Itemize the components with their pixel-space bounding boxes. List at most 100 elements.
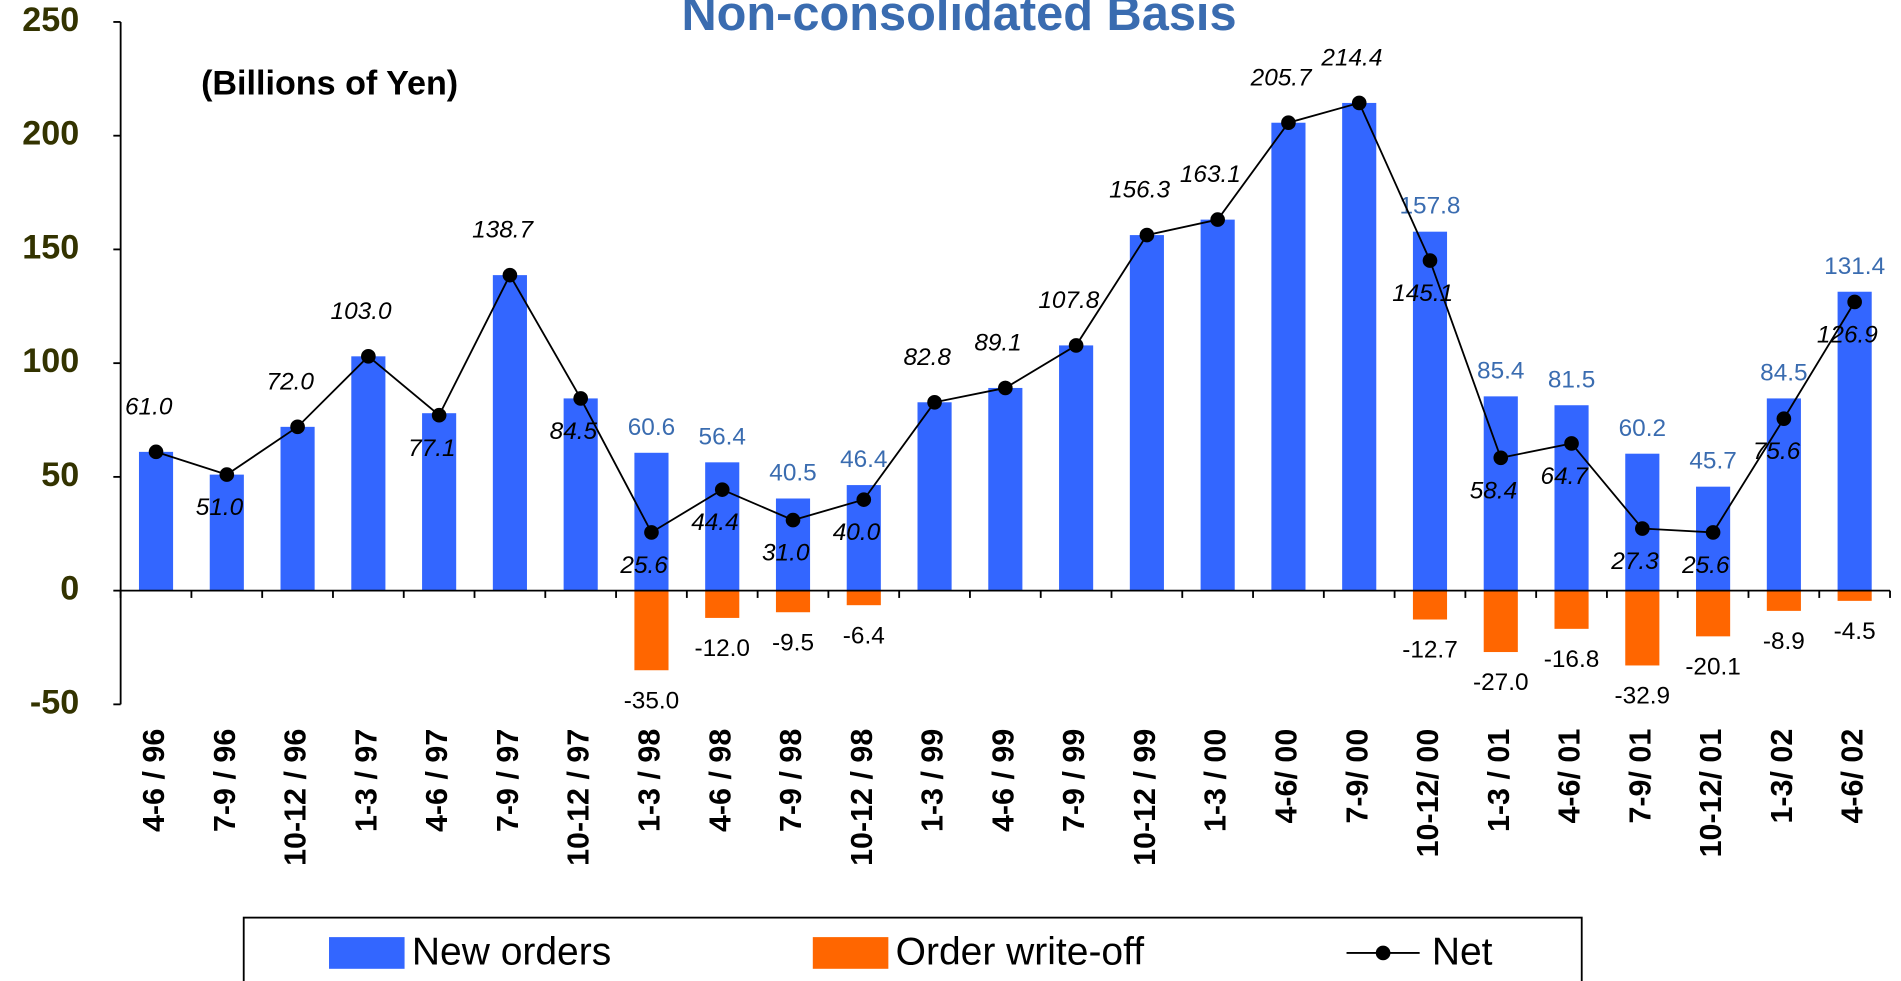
net-point: [1281, 115, 1296, 131]
x-tick-label: 4-6 / 97: [420, 729, 454, 832]
value-label: 45.7: [1689, 448, 1736, 475]
net-point: [1493, 450, 1509, 466]
x-tick-label: 10-12/ 01: [1694, 729, 1728, 858]
net-point: [502, 267, 518, 283]
net-label: 44.4: [691, 509, 738, 536]
bar: [1483, 590, 1518, 653]
net-point: [1776, 411, 1792, 426]
legend-dot: [1375, 945, 1391, 961]
x-tick-label: 4-6/ 01: [1553, 729, 1587, 824]
value-label: -20.1: [1685, 653, 1741, 680]
net-label: 72.0: [267, 368, 315, 395]
net-label: 75.6: [1753, 438, 1801, 465]
net-point: [361, 349, 376, 364]
net-label: 103.0: [331, 298, 392, 325]
bar: [1625, 590, 1660, 666]
x-tick-label: 7-9 / 98: [774, 729, 808, 832]
legend-label: Net: [1432, 930, 1493, 973]
net-point: [1705, 525, 1721, 540]
net-point: [1847, 294, 1862, 310]
bar: [1200, 219, 1235, 591]
x-tick-label: 4-6 / 96: [137, 729, 171, 832]
x-tick-label: 4-6 / 99: [986, 729, 1020, 832]
value-label: 60.6: [628, 414, 675, 441]
net-label: 214.4: [1320, 44, 1382, 71]
x-tick-label: 7-9 / 99: [1057, 729, 1091, 832]
bar: [1837, 291, 1872, 591]
net-point: [219, 467, 235, 482]
y-tick-label: 150: [22, 228, 79, 266]
net-label: 156.3: [1109, 177, 1170, 204]
value-label: 81.5: [1548, 366, 1595, 393]
value-label: 46.4: [840, 446, 887, 473]
net-point: [1139, 227, 1155, 243]
x-tick-label: 10-12/ 00: [1411, 729, 1445, 858]
bar: [1766, 590, 1801, 611]
bar: [1271, 122, 1306, 591]
net-point: [927, 394, 942, 410]
y-tick-label: 50: [41, 456, 79, 494]
y-tick-label: 100: [22, 342, 79, 380]
bar: [138, 451, 174, 591]
legend-swatch: [329, 937, 405, 969]
net-point: [785, 512, 801, 528]
bar: [492, 275, 527, 591]
bar: [1554, 590, 1589, 629]
legend-label: New orders: [412, 930, 611, 973]
x-tick-label: 1-3/ 02: [1765, 729, 1799, 824]
x-tick-label: 1-3 / 00: [1199, 729, 1233, 832]
net-label: 205.7: [1250, 64, 1313, 91]
y-tick-label: 250: [22, 1, 79, 39]
value-label: -4.5: [1834, 618, 1876, 645]
net-label: 126.9: [1817, 322, 1878, 349]
value-label: -12.0: [694, 635, 750, 662]
value-label: 157.8: [1400, 193, 1461, 220]
net-label: 27.3: [1610, 548, 1659, 575]
x-tick-label: 10-12 / 97: [562, 729, 596, 866]
net-label: 64.7: [1541, 463, 1590, 490]
bar: [351, 356, 386, 591]
bar: [846, 590, 881, 606]
x-tick-label: 10-12 / 96: [279, 729, 313, 866]
net-label: 163.1: [1180, 161, 1241, 188]
x-tick-label: 4-6/ 02: [1836, 729, 1870, 824]
x-tick-label: 1-3 / 97: [349, 729, 383, 832]
y-tick-label: -50: [30, 683, 79, 721]
x-tick-label: 4-6/ 00: [1269, 729, 1303, 824]
y-tick-label: 0: [60, 570, 79, 608]
legend-box: [242, 916, 1583, 981]
annotation: (Billions of Yen): [201, 64, 458, 102]
net-label: 25.6: [1681, 552, 1730, 579]
net-label: 89.1: [974, 330, 1021, 357]
bar: [209, 474, 244, 591]
net-point: [714, 482, 730, 497]
bar: [422, 413, 457, 591]
bar: [634, 590, 669, 671]
net-label: 84.5: [550, 418, 598, 445]
net-label: 61.0: [125, 393, 173, 420]
net-label: 25.6: [619, 552, 668, 579]
net-label: 107.8: [1038, 287, 1099, 314]
net-point: [1210, 212, 1225, 227]
x-tick-label: 7-9 / 96: [208, 729, 242, 832]
net-point: [998, 380, 1013, 396]
net-point: [1635, 521, 1650, 536]
net-point: [856, 492, 872, 507]
bar: [705, 590, 740, 618]
bar: [1554, 405, 1589, 591]
x-tick-label: 7-9 / 97: [491, 729, 525, 832]
net-point: [644, 525, 659, 540]
net-label: 77.1: [408, 435, 455, 462]
value-label: -6.4: [843, 622, 885, 649]
net-point: [573, 391, 588, 406]
x-tick-label: 10-12 / 98: [845, 729, 879, 866]
bar: [775, 590, 811, 613]
y-tick-label: 200: [22, 115, 79, 153]
bar: [634, 452, 669, 591]
net-label: 40.0: [833, 519, 881, 546]
net-point: [1068, 338, 1084, 353]
x-tick-label: 1-3 / 98: [633, 729, 667, 832]
net-label: 82.8: [904, 344, 952, 371]
net-label: 31.0: [762, 540, 810, 567]
